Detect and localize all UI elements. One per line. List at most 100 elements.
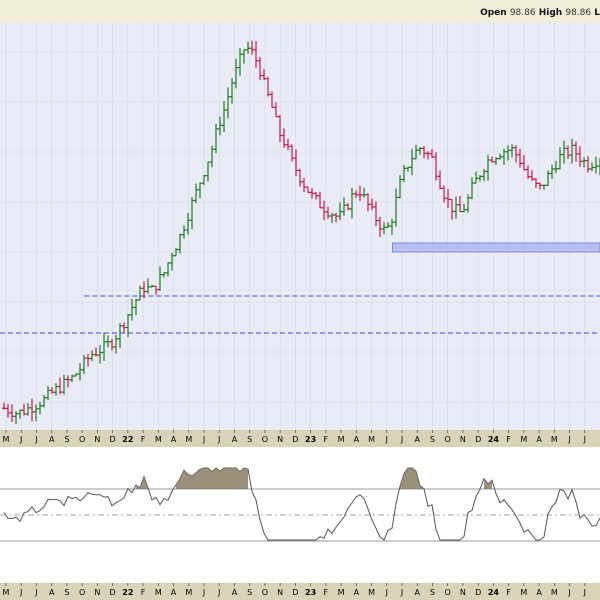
indicator-x-axis bbox=[0, 583, 600, 600]
ohlc-bar bbox=[130, 298, 134, 321]
x-tick-label: S bbox=[247, 588, 252, 597]
ohlc-bar bbox=[50, 387, 54, 394]
ohlc-bar bbox=[66, 375, 70, 388]
ohlc-bar bbox=[122, 322, 126, 334]
ohlc-bar bbox=[42, 394, 46, 408]
ohlc-bar bbox=[54, 383, 58, 396]
ohlc-bar bbox=[142, 281, 146, 299]
ohlc-bar bbox=[126, 314, 130, 338]
support-zone bbox=[392, 242, 600, 253]
ohlc-bar bbox=[290, 144, 294, 162]
ohlc-bar bbox=[562, 140, 566, 164]
ohlc-bar bbox=[502, 148, 506, 165]
x-tick-label: S bbox=[64, 435, 69, 444]
high-value: 98.86 bbox=[565, 8, 592, 18]
ohlc-bar bbox=[178, 233, 182, 254]
ohlc-bar bbox=[550, 164, 554, 179]
ohlc-bar bbox=[422, 146, 426, 159]
ohlc-bar bbox=[542, 184, 546, 190]
x-tick-label: A bbox=[232, 588, 238, 597]
ohlc-bar bbox=[270, 91, 274, 108]
ohlc-bar bbox=[594, 156, 598, 174]
x-tick-label: J bbox=[567, 588, 570, 597]
ohlc-bar bbox=[462, 203, 466, 213]
ohlc-bar bbox=[414, 144, 418, 160]
ohlc-bar bbox=[402, 164, 406, 182]
ohlc-bar bbox=[382, 222, 386, 235]
x-tick-label: J bbox=[583, 435, 586, 444]
ohlc-bar bbox=[358, 185, 362, 202]
ohlc-bar bbox=[186, 212, 190, 235]
ohlc-bar bbox=[342, 197, 346, 216]
x-tick-label: D bbox=[475, 435, 481, 444]
ohlc-bar bbox=[446, 188, 450, 209]
x-tick-label: A bbox=[49, 588, 55, 597]
ohlc-bar bbox=[86, 353, 90, 367]
ohlc-bar bbox=[286, 138, 290, 151]
price-panel-bg bbox=[0, 22, 600, 430]
ohlc-bar bbox=[70, 374, 74, 383]
ohlc-bar bbox=[370, 198, 374, 211]
ohlc-bar bbox=[242, 49, 246, 64]
ohlc-bar bbox=[282, 128, 286, 148]
ohlc-bar bbox=[318, 191, 322, 209]
ohlc-bar bbox=[182, 225, 186, 239]
ohlc-bar bbox=[150, 284, 154, 288]
ohlc-bar bbox=[146, 278, 150, 294]
ohlc-bar bbox=[30, 398, 34, 422]
ohlc-bar bbox=[46, 385, 50, 400]
x-tick-label: 23 bbox=[305, 435, 316, 444]
x-tick-label: N bbox=[460, 435, 466, 444]
x-tick-label: D bbox=[292, 435, 298, 444]
ohlc-bar bbox=[74, 373, 78, 377]
ohlc-bar bbox=[22, 403, 26, 416]
ohlc-bar bbox=[38, 401, 42, 415]
x-tick-label: J bbox=[567, 435, 570, 444]
ohlc-bar bbox=[94, 347, 98, 357]
ohlc-bar bbox=[478, 175, 482, 182]
ohlc-bar bbox=[522, 154, 526, 171]
ohlc-bar bbox=[450, 198, 454, 220]
x-tick-label: S bbox=[430, 588, 435, 597]
ohlc-bar bbox=[306, 186, 310, 193]
x-tick-label: D bbox=[110, 435, 116, 444]
x-tick-label: S bbox=[64, 588, 69, 597]
x-tick-label: J bbox=[400, 588, 403, 597]
ohlc-bar bbox=[482, 168, 486, 182]
x-tick-label: O bbox=[445, 435, 451, 444]
ohlc-bar bbox=[514, 145, 518, 163]
ohlc-bar bbox=[174, 247, 178, 257]
x-tick-label: J bbox=[202, 435, 205, 444]
x-tick-label: A bbox=[171, 588, 177, 597]
x-tick-label: M bbox=[3, 588, 10, 597]
x-tick-label: M bbox=[155, 588, 162, 597]
ohlc-bar bbox=[578, 146, 582, 167]
ohlc-bar bbox=[350, 188, 354, 219]
x-tick-label: 22 bbox=[122, 588, 133, 597]
x-tick-label: J bbox=[385, 435, 388, 444]
x-tick-label: M bbox=[338, 588, 345, 597]
x-tick-label: D bbox=[110, 588, 116, 597]
x-tick-label: N bbox=[277, 588, 283, 597]
ohlc-bar bbox=[362, 187, 366, 198]
ohlc-bar bbox=[442, 185, 446, 203]
ohlc-bar bbox=[114, 335, 118, 354]
x-tick-label: J bbox=[19, 435, 22, 444]
ohlc-bar bbox=[166, 262, 170, 277]
x-tick-label: J bbox=[217, 435, 220, 444]
ohlc-bar bbox=[162, 272, 166, 278]
x-tick-label: 23 bbox=[305, 588, 316, 597]
x-tick-label: F bbox=[506, 588, 511, 597]
ohlc-bar bbox=[486, 154, 490, 181]
ohlc-bar bbox=[90, 350, 94, 362]
x-tick-label: O bbox=[79, 435, 85, 444]
ohlc-bar bbox=[378, 216, 382, 238]
overbought-fill bbox=[176, 468, 248, 489]
x-tick-label: A bbox=[354, 588, 360, 597]
ohlc-bar bbox=[410, 149, 414, 176]
x-tick-label: A bbox=[171, 435, 177, 444]
indicator-panel-bg bbox=[0, 448, 600, 583]
x-tick-label: J bbox=[19, 588, 22, 597]
ohlc-bar bbox=[262, 69, 266, 81]
